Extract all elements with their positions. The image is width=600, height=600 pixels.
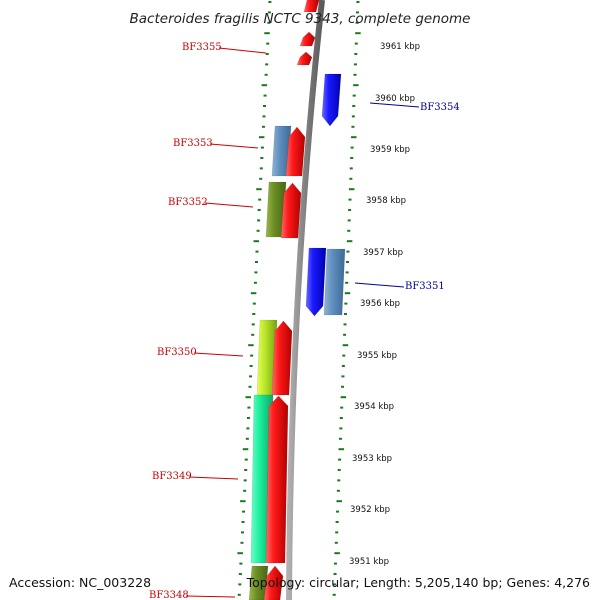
gene-top-fragment <box>303 0 320 13</box>
gene-labels: BF3355 BF3354 BF3353 BF3352 BF3351 BF3350 BF33… <box>149 42 460 600</box>
kbp-label: 3952 kbp <box>350 505 390 515</box>
tick-rings <box>237 1 361 596</box>
gene-label-bf3350: BF3350 <box>157 347 197 358</box>
label-leader-line <box>185 595 236 598</box>
kbp-label: 3957 kbp <box>363 248 403 258</box>
gene-features <box>248 0 346 600</box>
gene-label-bf3352: BF3352 <box>168 197 208 208</box>
gene-bf3355-part2 <box>296 51 313 66</box>
label-leader-line <box>218 47 267 54</box>
gene-bf3355-part1 <box>299 31 316 47</box>
kbp-label: 3955 kbp <box>357 351 397 361</box>
accession-text: Accession: NC_003228 <box>9 575 151 590</box>
label-leader-line <box>188 476 239 480</box>
label-leader-line <box>193 352 244 357</box>
kbp-label: 3959 kbp <box>370 145 410 155</box>
label-leader-line <box>369 102 420 108</box>
gene-bf3354 <box>321 73 342 127</box>
kbp-label: 3960 kbp <box>375 94 415 104</box>
gene-bf3352 <box>280 182 302 239</box>
genome-backbone <box>286 0 325 600</box>
gene-label-bf3351: BF3351 <box>405 281 445 292</box>
gene-bf3349 <box>265 395 289 564</box>
gene-label-bf3353: BF3353 <box>173 138 213 149</box>
gene-label-bf3349: BF3349 <box>152 471 192 482</box>
kbp-label: 3958 kbp <box>366 196 406 206</box>
kbp-label: 3953 kbp <box>352 454 392 464</box>
label-leader-line <box>204 202 254 208</box>
gene-label-bf3354: BF3354 <box>420 102 460 113</box>
gene-bf3348 <box>263 565 284 600</box>
gene-label-bf3355: BF3355 <box>182 42 222 53</box>
gene-bf3348-adjacent <box>248 565 269 600</box>
gene-label-bf3348: BF3348 <box>149 590 189 600</box>
gene-bf3351-adjacent <box>323 248 346 316</box>
label-leader-line <box>209 143 259 149</box>
kbp-label: 3961 kbp <box>380 42 420 52</box>
kbp-label: 3951 kbp <box>349 557 389 567</box>
gene-bf3351 <box>305 247 327 317</box>
gene-bf3353 <box>285 126 306 177</box>
map-title: Bacteroides fragilis NCTC 9343, complete… <box>130 11 471 27</box>
kbp-scale-labels: 3961 kbp 3960 kbp 3959 kbp 3958 kbp 3957 kbp… <box>349 42 420 567</box>
genome-info-text: Topology: circular; Length: 5,205,140 bp… <box>246 575 590 590</box>
gene-bf3350 <box>271 320 293 396</box>
kbp-label: 3956 kbp <box>360 299 400 309</box>
label-leader-line <box>354 282 405 288</box>
kbp-label: 3954 kbp <box>354 402 394 412</box>
